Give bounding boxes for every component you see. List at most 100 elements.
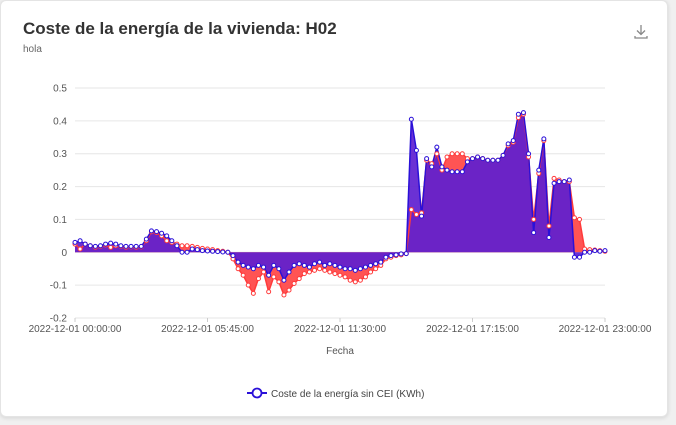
point-second-series[interactable] (337, 272, 343, 278)
point-coste-sin-cei[interactable] (255, 262, 261, 268)
point-coste-sin-cei[interactable] (485, 157, 491, 163)
point-coste-sin-cei[interactable] (454, 169, 460, 175)
point-second-series[interactable] (408, 207, 414, 213)
point-second-series[interactable] (286, 287, 292, 293)
point-coste-sin-cei[interactable] (536, 167, 542, 173)
point-coste-sin-cei[interactable] (378, 259, 384, 265)
point-coste-sin-cei[interactable] (133, 243, 139, 249)
point-second-series[interactable] (347, 277, 353, 283)
point-coste-sin-cei[interactable] (556, 179, 562, 185)
point-coste-sin-cei[interactable] (495, 157, 501, 163)
point-second-series[interactable] (362, 274, 368, 280)
point-second-series[interactable] (179, 243, 185, 249)
point-second-series[interactable] (184, 243, 190, 249)
point-coste-sin-cei[interactable] (347, 266, 353, 272)
point-second-series[interactable] (577, 216, 583, 222)
point-coste-sin-cei[interactable] (118, 243, 124, 249)
point-coste-sin-cei[interactable] (393, 252, 399, 258)
point-coste-sin-cei[interactable] (571, 254, 577, 260)
point-second-series[interactable] (271, 274, 277, 280)
point-coste-sin-cei[interactable] (480, 156, 486, 162)
point-second-series[interactable] (77, 246, 83, 252)
point-coste-sin-cei[interactable] (235, 259, 241, 265)
point-second-series[interactable] (357, 277, 363, 283)
point-second-series[interactable] (546, 223, 552, 229)
point-coste-sin-cei[interactable] (357, 266, 363, 272)
point-coste-sin-cei[interactable] (541, 136, 547, 142)
point-coste-sin-cei[interactable] (266, 272, 272, 278)
point-coste-sin-cei[interactable] (566, 177, 572, 183)
point-second-series[interactable] (449, 151, 455, 157)
point-coste-sin-cei[interactable] (128, 243, 134, 249)
point-coste-sin-cei[interactable] (113, 241, 119, 247)
point-coste-sin-cei[interactable] (215, 249, 221, 255)
point-coste-sin-cei[interactable] (108, 240, 114, 246)
point-coste-sin-cei[interactable] (306, 264, 312, 270)
point-second-series[interactable] (454, 151, 460, 157)
point-coste-sin-cei[interactable] (449, 169, 455, 175)
point-second-series[interactable] (413, 212, 419, 217)
point-coste-sin-cei[interactable] (403, 251, 409, 257)
point-second-series[interactable] (332, 271, 338, 277)
point-coste-sin-cei[interactable] (327, 261, 333, 267)
point-coste-sin-cei[interactable] (424, 156, 430, 162)
point-second-series[interactable] (240, 272, 246, 278)
point-coste-sin-cei[interactable] (103, 241, 109, 247)
point-second-series[interactable] (459, 151, 465, 157)
point-second-series[interactable] (235, 266, 241, 272)
point-coste-sin-cei[interactable] (261, 264, 267, 270)
point-coste-sin-cei[interactable] (164, 233, 170, 239)
point-coste-sin-cei[interactable] (439, 164, 445, 170)
point-coste-sin-cei[interactable] (531, 230, 537, 236)
download-icon[interactable] (632, 23, 650, 41)
point-second-series[interactable] (571, 215, 577, 221)
point-coste-sin-cei[interactable] (577, 254, 583, 260)
point-coste-sin-cei[interactable] (189, 246, 195, 252)
point-coste-sin-cei[interactable] (388, 253, 394, 259)
point-coste-sin-cei[interactable] (444, 167, 450, 173)
point-coste-sin-cei[interactable] (199, 248, 205, 254)
point-coste-sin-cei[interactable] (526, 151, 532, 157)
point-coste-sin-cei[interactable] (464, 159, 470, 165)
point-coste-sin-cei[interactable] (225, 249, 231, 255)
point-coste-sin-cei[interactable] (408, 116, 414, 122)
point-second-series[interactable] (245, 282, 251, 288)
point-coste-sin-cei[interactable] (434, 144, 440, 150)
point-coste-sin-cei[interactable] (271, 262, 277, 268)
point-coste-sin-cei[interactable] (87, 243, 93, 249)
point-coste-sin-cei[interactable] (286, 269, 292, 275)
point-coste-sin-cei[interactable] (169, 238, 175, 244)
point-coste-sin-cei[interactable] (592, 248, 598, 254)
point-second-series[interactable] (327, 269, 333, 275)
point-coste-sin-cei[interactable] (398, 251, 404, 257)
point-coste-sin-cei[interactable] (296, 261, 302, 267)
point-coste-sin-cei[interactable] (342, 266, 348, 272)
point-second-series[interactable] (276, 279, 282, 285)
point-coste-sin-cei[interactable] (123, 243, 129, 249)
point-coste-sin-cei[interactable] (362, 264, 368, 270)
point-coste-sin-cei[interactable] (301, 262, 307, 268)
point-coste-sin-cei[interactable] (159, 230, 165, 236)
point-coste-sin-cei[interactable] (250, 266, 256, 272)
point-coste-sin-cei[interactable] (92, 243, 98, 249)
point-coste-sin-cei[interactable] (587, 249, 593, 255)
point-coste-sin-cei[interactable] (148, 228, 154, 234)
point-coste-sin-cei[interactable] (281, 277, 287, 283)
point-coste-sin-cei[interactable] (230, 253, 236, 259)
point-coste-sin-cei[interactable] (520, 110, 526, 116)
point-coste-sin-cei[interactable] (337, 264, 343, 270)
point-second-series[interactable] (296, 276, 302, 282)
point-second-series[interactable] (342, 274, 348, 280)
point-coste-sin-cei[interactable] (459, 169, 465, 175)
point-coste-sin-cei[interactable] (154, 229, 160, 235)
point-coste-sin-cei[interactable] (373, 261, 379, 267)
point-coste-sin-cei[interactable] (240, 262, 246, 268)
point-coste-sin-cei[interactable] (97, 243, 103, 249)
point-coste-sin-cei[interactable] (194, 247, 200, 253)
point-coste-sin-cei[interactable] (561, 179, 567, 185)
point-coste-sin-cei[interactable] (174, 243, 180, 249)
point-coste-sin-cei[interactable] (205, 248, 210, 254)
point-coste-sin-cei[interactable] (383, 254, 389, 260)
point-second-series[interactable] (255, 276, 261, 282)
point-coste-sin-cei[interactable] (368, 262, 374, 268)
